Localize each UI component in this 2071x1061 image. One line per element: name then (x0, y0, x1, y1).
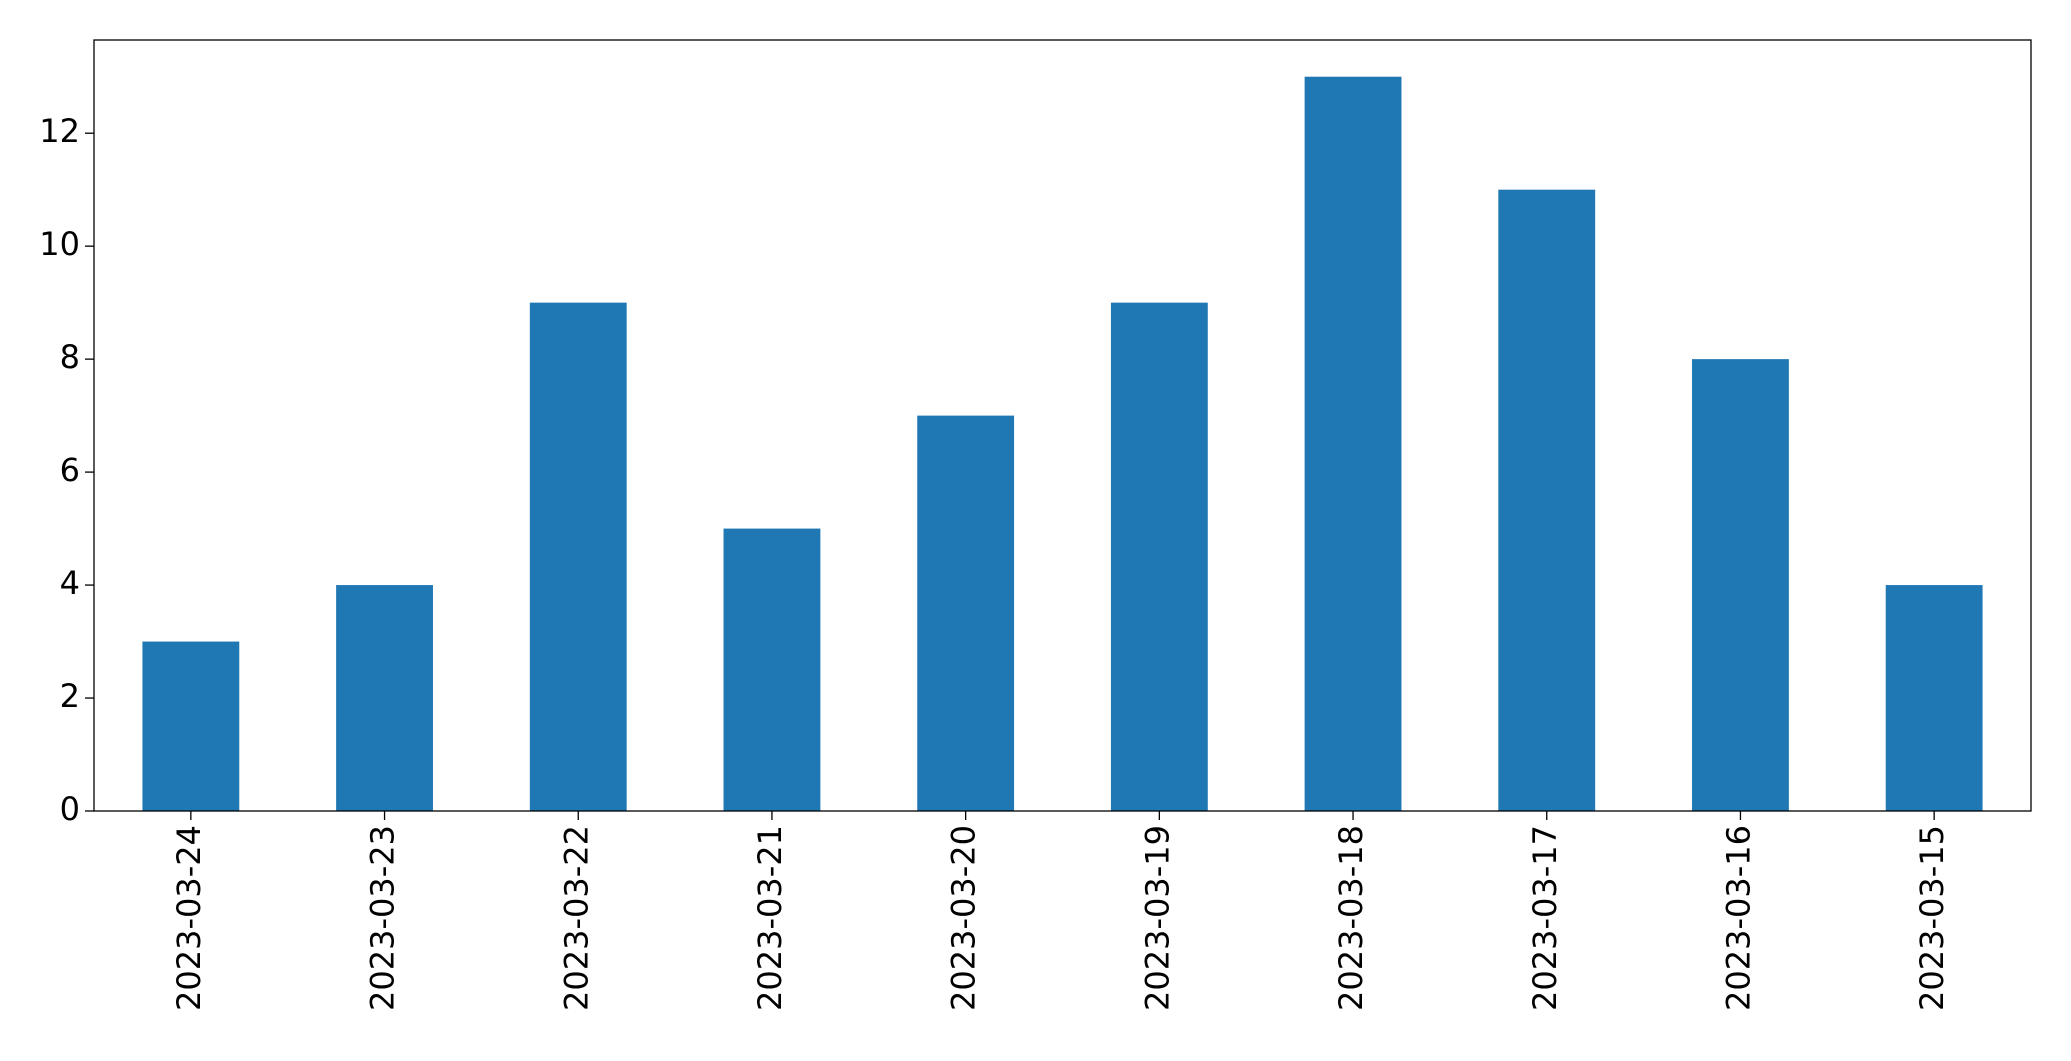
x-tick-label: 2023-03-17 (1526, 825, 1564, 1011)
y-tick-label: 12 (39, 112, 80, 150)
bar (142, 641, 240, 811)
axes-frame (93, 39, 2032, 812)
y-tick-label: 0 (60, 790, 80, 828)
bar (1498, 189, 1596, 811)
y-tick-label: 8 (60, 338, 80, 376)
bar (1692, 359, 1789, 811)
y-tick-label: 10 (39, 225, 80, 263)
x-tick-label: 2023-03-18 (1332, 825, 1370, 1011)
x-tick-label: 2023-03-15 (1913, 825, 1951, 1011)
bar (723, 528, 821, 811)
x-tick-label: 2023-03-16 (1719, 825, 1757, 1011)
x-tick-label: 2023-03-22 (557, 825, 595, 1011)
bar (336, 585, 433, 811)
y-tick-label: 6 (60, 451, 80, 489)
x-tick-label: 2023-03-20 (945, 825, 983, 1011)
bar (529, 302, 627, 811)
bar (917, 415, 1015, 811)
x-tick-label: 2023-03-21 (751, 825, 789, 1011)
x-tick-label: 2023-03-23 (364, 825, 402, 1011)
bar (1304, 76, 1402, 811)
x-tick-label: 2023-03-24 (170, 825, 208, 1011)
y-tick-label: 4 (60, 564, 80, 602)
bar (1110, 302, 1208, 811)
bar (1885, 585, 1983, 811)
y-tick-label: 2 (60, 677, 80, 715)
x-tick-label: 2023-03-19 (1138, 825, 1176, 1011)
